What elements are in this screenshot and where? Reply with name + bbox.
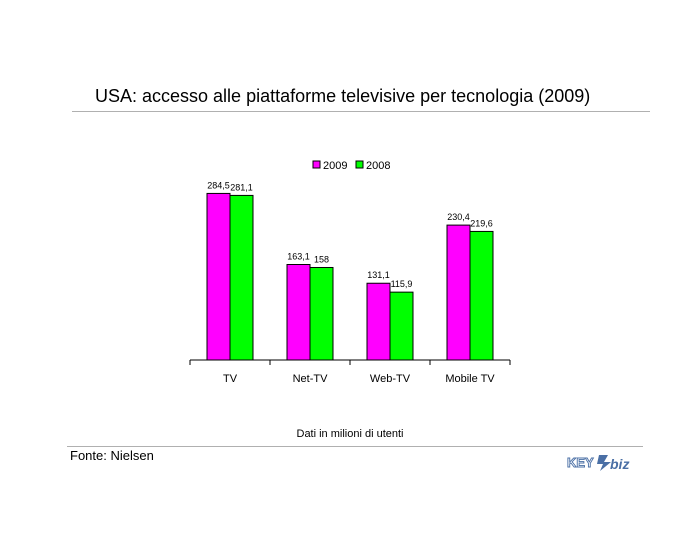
legend-label-2008: 2008: [366, 160, 390, 172]
footer-divider: [67, 446, 643, 447]
bar-2009: [206, 192, 231, 361]
data-label: 163,1: [287, 252, 310, 262]
x-tick-label: TV: [223, 373, 238, 385]
bar-2009: [446, 224, 471, 361]
source-note: Fonte: Nielsen: [70, 448, 154, 463]
x-tick-label: Mobile TV: [445, 373, 495, 385]
data-label: 230,4: [447, 212, 470, 222]
title-divider: [72, 111, 650, 112]
svg-text:biz: biz: [610, 456, 629, 472]
chart-title: USA: accesso alle piattaforme televisive…: [95, 86, 591, 106]
x-tick-label: Web-TV: [370, 373, 411, 385]
data-label: 219,6: [470, 218, 493, 228]
bar-2008: [309, 266, 334, 361]
bar-2008: [469, 230, 494, 361]
bar-2009: [286, 264, 311, 361]
bar-2008: [389, 291, 414, 361]
bar-2008: [229, 194, 254, 361]
x-tick-label: Net-TV: [293, 373, 329, 385]
data-label: 115,9: [391, 279, 413, 289]
bar-2009: [366, 282, 391, 361]
data-label: 131,1: [367, 270, 390, 280]
legend-label-2009: 2009: [323, 160, 347, 172]
data-label: 284,5: [207, 180, 230, 190]
key4biz-logo: KEY biz: [567, 455, 630, 472]
legend-swatch-2008: [355, 160, 364, 169]
legend-swatch-2009: [312, 160, 321, 169]
units-note: Dati in milioni di utenti: [296, 428, 404, 440]
data-label: 158: [314, 254, 329, 264]
svg-text:KEY: KEY: [567, 455, 594, 470]
data-label: 281,1: [230, 182, 253, 192]
